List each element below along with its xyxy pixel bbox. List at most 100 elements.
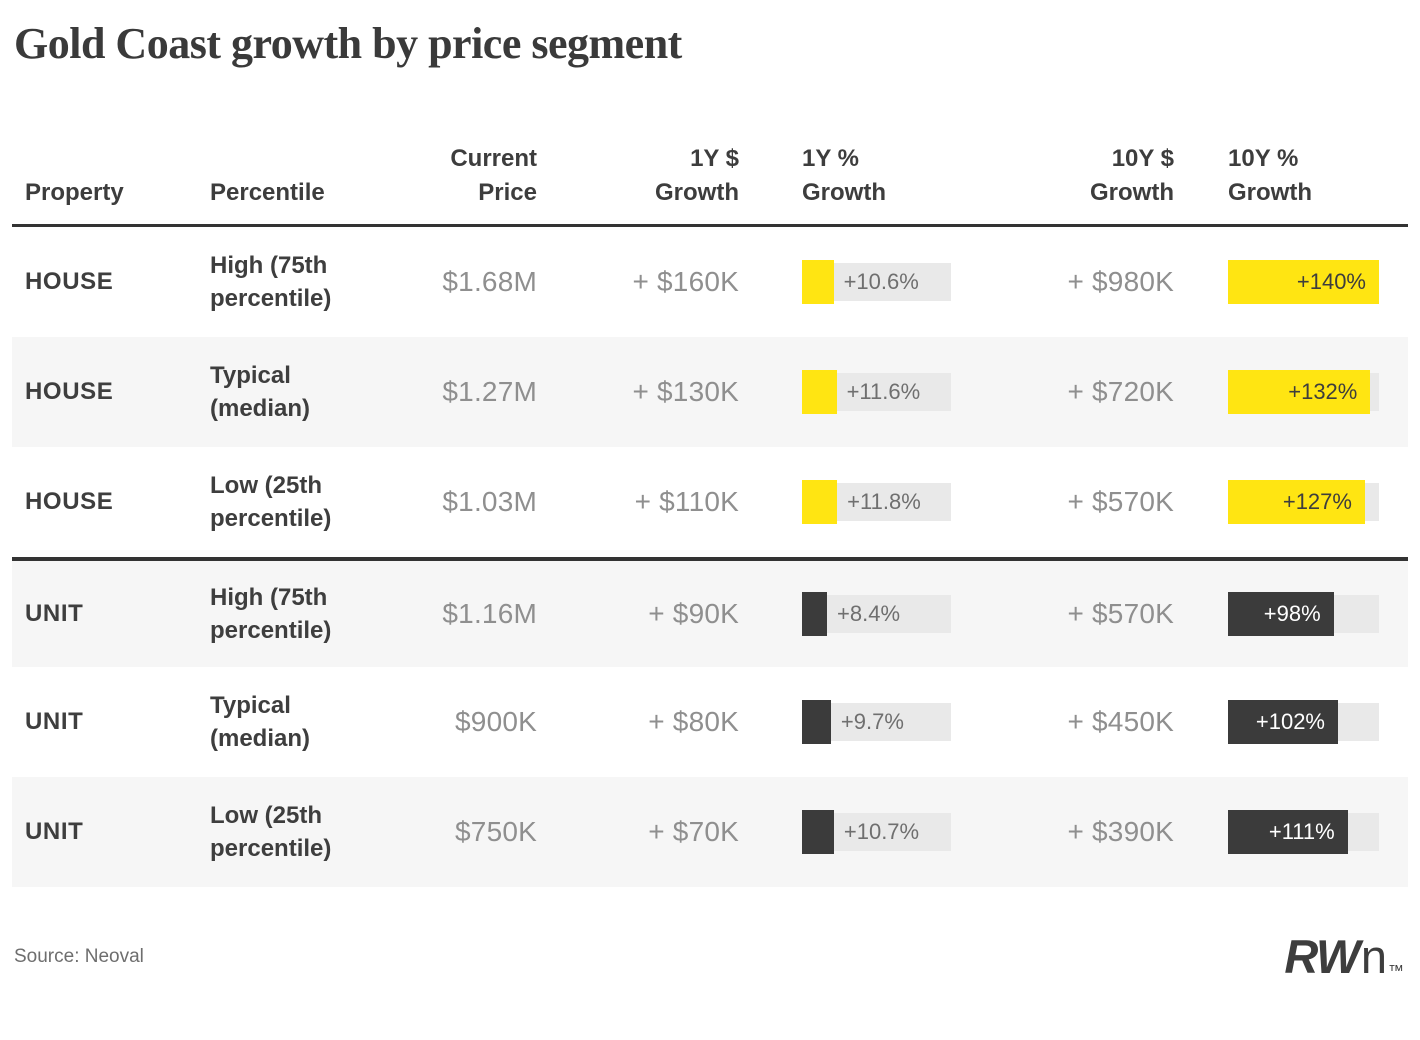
growth-1y-pct-cell: +10.6% [739,260,951,304]
table-header-row: Property Percentile Current Price 1Y $ G… [12,69,1408,227]
growth-10y-dollar-cell: + $450K [1067,706,1174,737]
current-price-cell: $1.03M [442,486,537,517]
col-header-current-price: Current Price [450,144,537,206]
trademark-symbol: ™ [1388,963,1404,980]
growth-10y-pct-cell: +127% [1174,480,1379,524]
growth-10y-bar: +98% [1228,592,1379,636]
growth-1y-bar: +11.6% [802,370,951,414]
growth-10y-bar-fill: +127% [1228,480,1365,524]
growth-1y-pct-cell: +8.4% [739,592,951,636]
percentile-label: Typical (median) [210,361,311,422]
percentile-cell: Typical (median) [210,689,410,755]
percentile-label: High (75th percentile) [210,251,332,312]
growth-1y-bar-fill [802,810,834,854]
growth-1y-bar-fill [802,370,837,414]
current-price-cell: $750K [455,816,537,847]
growth-1y-pct-cell: +9.7% [739,700,951,744]
growth-1y-pct-label: +8.4% [837,601,901,626]
growth-10y-pct-cell: +140% [1174,260,1379,304]
growth-1y-pct-label: +10.6% [843,269,919,294]
growth-1y-dollar-cell: + $90K [648,598,739,629]
col-header-percentile: Percentile [210,178,325,206]
growth-1y-pct-cell: +11.6% [739,370,951,414]
growth-1y-bar-fill [802,700,831,744]
table-row-house-low: HOUSE Low (25th percentile) $1.03M + $11… [12,447,1408,557]
percentile-label: High (75th percentile) [210,583,332,644]
growth-10y-bar: +127% [1228,480,1379,524]
source-credit: Source: Neoval [14,945,144,967]
percentile-cell: Low (25th percentile) [210,469,410,535]
current-price-cell: $1.27M [442,376,537,407]
growth-10y-pct-label: +132% [1288,379,1358,404]
property-cell: UNIT [25,818,84,845]
growth-1y-bar: +10.7% [802,810,951,854]
growth-1y-bar-fill [802,260,834,304]
col-header-10y-pct-growth: 10Y % Growth [1228,144,1312,206]
current-price-cell: $1.68M [442,266,537,297]
growth-1y-pct-label: +10.7% [843,819,920,844]
growth-10y-bar-fill: +140% [1228,260,1379,304]
col-header-property: Property [25,178,124,206]
table-row-unit-typical: UNIT Typical (median) $900K + $80K +9.7%… [12,667,1408,777]
percentile-label: Typical (median) [210,691,311,752]
infographic-page: Gold Coast growth by price segment Prope… [0,18,1420,1040]
growth-1y-bar: +8.4% [802,592,951,636]
growth-1y-bar: +10.6% [802,260,951,304]
growth-1y-pct-label: +9.7% [840,709,904,734]
table-row-house-typical: HOUSE Typical (median) $1.27M + $130K +1… [12,337,1408,447]
property-cell: HOUSE [25,488,114,515]
current-price-cell: $900K [455,706,537,737]
growth-10y-bar: +132% [1228,370,1379,414]
growth-10y-pct-label: +102% [1255,709,1325,734]
growth-table: Property Percentile Current Price 1Y $ G… [12,69,1408,887]
growth-1y-pct-label: +11.6% [846,379,921,404]
growth-10y-bar-fill: +111% [1228,810,1348,854]
growth-1y-pct-cell: +10.7% [739,810,951,854]
percentile-label: Low (25th percentile) [210,471,332,532]
table-row-unit-low: UNIT Low (25th percentile) $750K + $70K … [12,777,1408,887]
percentile-cell: High (75th percentile) [210,581,410,647]
table-row-house-high: HOUSE High (75th percentile) $1.68M + $1… [12,227,1408,337]
growth-10y-dollar-cell: + $570K [1067,598,1174,629]
growth-10y-pct-cell: +111% [1174,810,1379,854]
percentile-cell: Typical (median) [210,359,410,425]
growth-10y-bar: +111% [1228,810,1379,854]
growth-10y-pct-label: +127% [1282,489,1352,514]
table-row-unit-high: UNIT High (75th percentile) $1.16M + $90… [12,557,1408,667]
growth-10y-bar-fill: +132% [1228,370,1371,414]
growth-10y-bar: +140% [1228,260,1379,304]
growth-1y-bar-fill [802,480,838,524]
rwn-logo-bold-text: RW [1284,930,1360,983]
growth-1y-dollar-cell: + $110K [634,486,739,517]
growth-1y-bar: +11.8% [802,480,951,524]
footer: Source: Neoval RW n ™ [14,933,1404,980]
percentile-cell: Low (25th percentile) [210,799,410,865]
property-cell: UNIT [25,708,84,735]
col-header-10y-dollar-growth: 10Y $ Growth [1090,144,1174,206]
property-cell: HOUSE [25,268,114,295]
rwn-logo-light-text: n [1360,930,1387,983]
growth-10y-pct-label: +140% [1296,269,1366,294]
col-header-1y-pct-growth: 1Y % Growth [802,144,886,206]
growth-1y-pct-label: +11.8% [847,489,921,514]
growth-1y-dollar-cell: + $160K [632,266,739,297]
growth-10y-bar: +102% [1228,700,1379,744]
current-price-cell: $1.16M [442,598,537,629]
growth-10y-pct-cell: +102% [1174,700,1379,744]
growth-1y-bar: +9.7% [802,700,951,744]
growth-10y-dollar-cell: + $720K [1067,376,1174,407]
rwn-logo: RW n ™ [1284,933,1404,980]
growth-1y-bar-fill [802,592,828,636]
growth-10y-pct-label: +111% [1268,819,1335,844]
growth-10y-dollar-cell: + $390K [1067,816,1174,847]
page-title: Gold Coast growth by price segment [14,19,682,68]
property-cell: UNIT [25,600,84,627]
growth-10y-bar-fill: +102% [1228,700,1338,744]
growth-10y-dollar-cell: + $570K [1067,486,1174,517]
growth-1y-dollar-cell: + $80K [648,706,739,737]
growth-1y-pct-cell: +11.8% [739,480,951,524]
growth-10y-pct-cell: +98% [1174,592,1379,636]
percentile-label: Low (25th percentile) [210,801,332,862]
growth-10y-pct-label: +98% [1263,601,1321,626]
property-cell: HOUSE [25,378,114,405]
